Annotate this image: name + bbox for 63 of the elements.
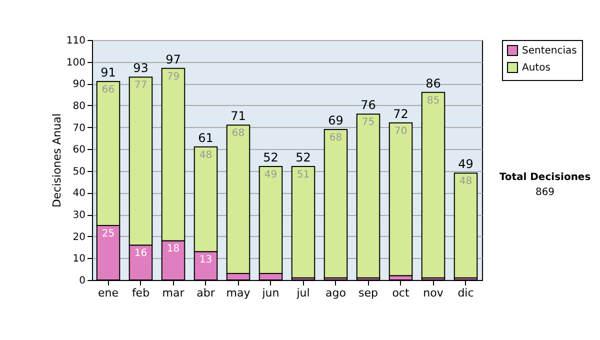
x-tick-label: dic [458, 286, 474, 300]
text: 869 [534, 187, 556, 198]
data-label: 16 [134, 248, 148, 260]
y-tick-label: 30 [72, 210, 86, 222]
total-label: 97 [166, 52, 181, 66]
bar [291, 166, 316, 278]
total-label: 86 [426, 76, 441, 90]
y-tick-label: 40 [72, 188, 86, 200]
x-tick-label: feb [132, 286, 150, 300]
total-label: 93 [133, 61, 148, 76]
data-label: 68 [232, 128, 245, 140]
y-tick-label: 90 [72, 79, 86, 90]
total-label: 61 [198, 130, 214, 145]
bar [388, 122, 413, 276]
bar [421, 92, 446, 278]
total-label: 71 [230, 109, 246, 124]
text: Total Decisiones [498, 172, 592, 183]
y-tick-label: 50 [72, 166, 86, 178]
x-tick-label: oct [392, 286, 410, 300]
y-axis-title: Decisiones Anual [50, 113, 64, 208]
legend-label: Sentencias [522, 46, 577, 56]
x-tick-label: jun [261, 286, 280, 300]
legend-label: Autos [522, 62, 550, 74]
total-label: 52 [296, 150, 311, 165]
total-label: 49 [458, 157, 474, 172]
data-label: 25 [102, 228, 115, 240]
data-label: 48 [199, 150, 212, 161]
bar [454, 172, 478, 278]
data-label: 75 [362, 117, 375, 128]
x-tick-label: ene [98, 286, 119, 300]
bar [324, 128, 348, 278]
total-label: 52 [263, 150, 278, 165]
data-label: 70 [394, 126, 408, 137]
y-tick-label: 80 [72, 100, 86, 112]
y-tick-label: 20 [72, 232, 86, 243]
x-tick-label: abr [196, 286, 216, 300]
y-tick-label: 70 [72, 122, 86, 134]
x-tick-label: nov [423, 286, 444, 300]
y-tick-label: 60 [72, 144, 86, 156]
data-label: 68 [329, 132, 342, 144]
total-label: 76 [360, 98, 376, 112]
data-label: 49 [264, 170, 278, 181]
x-tick-label: ago [326, 286, 346, 300]
total-label: 69 [328, 113, 344, 128]
data-label: 51 [296, 170, 310, 181]
data-label: 18 [166, 244, 180, 255]
total-label: 91 [100, 65, 116, 80]
data-label: 79 [166, 71, 180, 82]
x-tick-label: jul [296, 286, 310, 300]
data-label: 77 [134, 80, 148, 92]
x-tick-label: may [226, 286, 251, 300]
x-tick-label: sep [358, 286, 378, 300]
x-tick-label: mar [162, 286, 185, 300]
bar [356, 114, 380, 278]
y-tick-label: 0 [79, 276, 86, 286]
y-tick-label: 10 [72, 254, 86, 265]
data-label: 85 [426, 95, 440, 106]
data-label: 66 [102, 84, 115, 96]
data-label: 13 [199, 254, 212, 266]
y-tick-label: 110 [66, 36, 86, 46]
data-label: 48 [459, 176, 472, 188]
y-tick-label: 100 [66, 57, 86, 68]
total-label: 72 [393, 106, 408, 121]
